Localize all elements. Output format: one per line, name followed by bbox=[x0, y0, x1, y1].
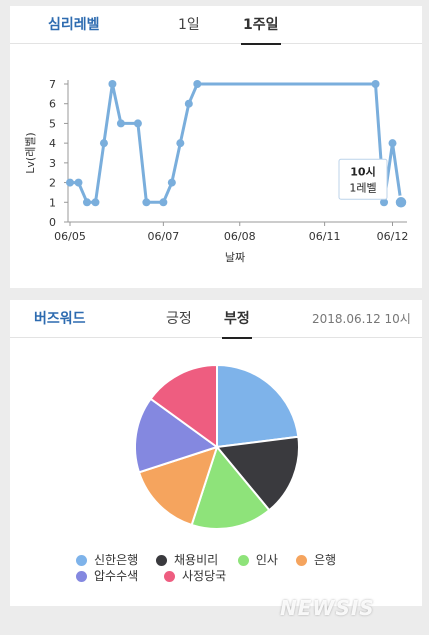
y-tick-label: 1 bbox=[49, 196, 56, 209]
legend-item[interactable]: 사정당국 bbox=[164, 568, 254, 584]
pie-slice bbox=[149, 363, 218, 449]
data-point bbox=[371, 80, 380, 88]
legend-label: 압수수색 bbox=[94, 569, 139, 583]
legend-label: 사정당국 bbox=[182, 569, 227, 583]
legend-item[interactable]: 채용비리 bbox=[156, 552, 238, 568]
legend-label: 인사 bbox=[255, 553, 278, 567]
buzzword-card: 버즈워드 긍정 부정 2018.06.12 10시 신한은행 채용비리 인사 은… bbox=[10, 300, 422, 606]
data-point bbox=[108, 80, 117, 88]
data-point bbox=[91, 198, 100, 207]
x-tick-label: 06/08 bbox=[224, 230, 256, 243]
data-point bbox=[380, 198, 389, 207]
legend-dot-icon bbox=[164, 570, 175, 582]
data-point bbox=[167, 178, 176, 187]
x-axis-label: 날짜 bbox=[225, 251, 245, 264]
tooltip-time: 10시 bbox=[350, 165, 375, 178]
tab-negative[interactable]: 부정 bbox=[222, 300, 252, 339]
data-point bbox=[116, 119, 125, 128]
data-point bbox=[176, 139, 185, 148]
data-point bbox=[82, 198, 91, 207]
pie-legend: 신한은행 채용비리 인사 은행 압수수색 사정당국 bbox=[76, 552, 376, 584]
legend-item[interactable]: 인사 bbox=[237, 552, 296, 568]
x-tick-label: 06/12 bbox=[377, 230, 409, 243]
y-tick-label: 6 bbox=[49, 98, 56, 111]
legend-item[interactable]: 은행 bbox=[296, 552, 376, 568]
pie-slice bbox=[216, 363, 300, 449]
data-point bbox=[193, 80, 202, 88]
legend-label: 채용비리 bbox=[174, 553, 219, 567]
data-point bbox=[66, 178, 74, 187]
pie-slice bbox=[215, 435, 300, 512]
y-axis-label: Lv(레벨) bbox=[24, 132, 37, 173]
legend-item[interactable]: 압수수색 bbox=[76, 568, 164, 584]
legend-dot-icon bbox=[237, 554, 249, 566]
tab-sentiment-level[interactable]: 심리레벨 bbox=[48, 17, 100, 33]
y-tick-label: 7 bbox=[49, 78, 56, 91]
tab-positive[interactable]: 긍정 bbox=[166, 311, 192, 327]
sentiment-tabbar: 심리레벨 1일 1주일 bbox=[10, 6, 422, 45]
y-tick-label: 5 bbox=[49, 117, 56, 130]
legend-dot-icon bbox=[156, 554, 167, 566]
x-tick-label: 06/11 bbox=[309, 230, 341, 243]
y-tick-label: 4 bbox=[49, 137, 56, 150]
legend-label: 신한은행 bbox=[94, 553, 139, 567]
timestamp: 2018.06.12 10시 bbox=[312, 312, 411, 326]
buzzword-tabbar: 버즈워드 긍정 부정 2018.06.12 10시 bbox=[10, 300, 422, 339]
x-tick-label: 06/05 bbox=[54, 230, 86, 243]
sentiment-level-card: 심리레벨 1일 1주일 0 1 2 3 4 5 6 7 06/05 06/07 06/08 06/11… bbox=[10, 6, 422, 288]
tab-one-week[interactable]: 1주일 bbox=[241, 6, 281, 45]
y-tick-label: 3 bbox=[49, 157, 56, 170]
data-point bbox=[184, 99, 193, 108]
pie-slice bbox=[134, 397, 220, 474]
sentiment-line-chart: 0 1 2 3 4 5 6 7 06/05 06/07 06/08 06/11 06/12 날짜 Lv(레벨… bbox=[24, 78, 409, 264]
data-point bbox=[388, 139, 397, 148]
tab-buzzword[interactable]: 버즈워드 bbox=[34, 311, 86, 327]
legend-item[interactable]: 신한은행 bbox=[76, 552, 156, 568]
series-line bbox=[70, 82, 403, 204]
y-tick-label: 2 bbox=[49, 177, 56, 190]
tab-one-day[interactable]: 1일 bbox=[178, 17, 200, 33]
legend-dot-icon bbox=[296, 554, 307, 566]
data-point bbox=[99, 139, 108, 148]
newsis-watermark: NEWSIS bbox=[280, 596, 375, 620]
data-point bbox=[142, 198, 151, 207]
legend-label: 은행 bbox=[314, 553, 337, 567]
data-point bbox=[159, 198, 168, 207]
data-point bbox=[394, 195, 408, 210]
data-point bbox=[133, 119, 142, 128]
x-tick-label: 06/07 bbox=[148, 230, 180, 243]
y-tick-label: 0 bbox=[49, 216, 56, 229]
data-point bbox=[74, 178, 83, 187]
tooltip-box bbox=[338, 158, 388, 200]
legend-dot-icon bbox=[76, 570, 87, 582]
buzzword-pie-chart bbox=[134, 363, 300, 530]
tooltip-level: 1레벨 bbox=[349, 181, 376, 194]
legend-dot-icon bbox=[76, 554, 87, 566]
